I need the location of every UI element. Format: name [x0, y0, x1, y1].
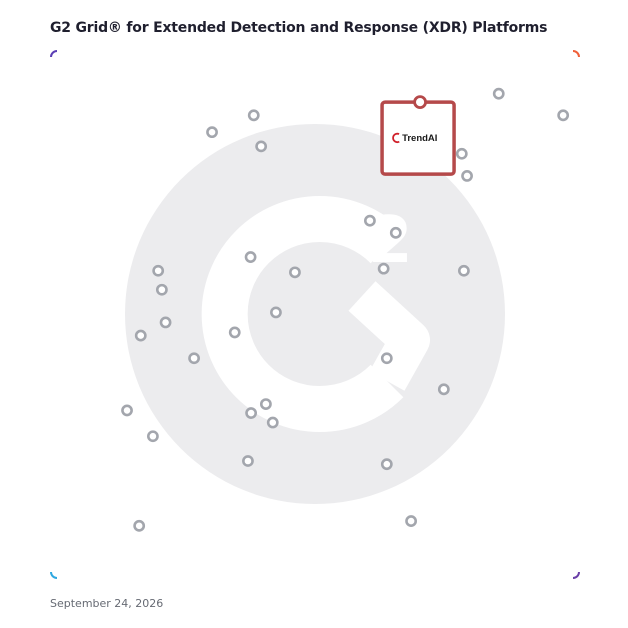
vendor-point-12[interactable] [289, 266, 301, 279]
vendor-point-28[interactable] [242, 455, 254, 467]
vendor-point-29[interactable] [380, 458, 393, 471]
vendor-point-21[interactable] [380, 352, 393, 365]
vendor-point-3[interactable] [255, 140, 268, 153]
vendor-point-24[interactable] [121, 404, 133, 417]
vendor-point-17[interactable] [159, 316, 172, 329]
vendor-point-19[interactable] [134, 329, 147, 342]
report-date: September 24, 2026 [50, 597, 164, 610]
vendor-point-13[interactable] [377, 262, 390, 275]
vendor-point-4[interactable] [492, 87, 505, 100]
vendor-point-15[interactable] [155, 283, 168, 296]
vendor-point-1[interactable] [206, 126, 218, 139]
vendor-point-30[interactable] [405, 515, 417, 527]
vendor-point-25[interactable] [245, 407, 258, 419]
vendor-point-22[interactable] [437, 383, 450, 396]
vendor-point-20[interactable] [188, 352, 200, 365]
trendai-logo-icon [392, 132, 400, 143]
vendor-point-9[interactable] [389, 226, 402, 239]
vendor-point-27[interactable] [147, 430, 159, 443]
vendor-point-8[interactable] [364, 214, 376, 227]
svg-text:2: 2 [368, 204, 413, 278]
vendor-point-23[interactable] [259, 398, 272, 410]
vendor-point-26[interactable] [266, 416, 279, 429]
vendor-point-5[interactable] [557, 109, 570, 122]
vendor-point-2[interactable] [247, 109, 260, 122]
page-title: G2 Grid® for Extended Detection and Resp… [50, 20, 548, 36]
vendor-point-6[interactable] [455, 147, 468, 160]
vendor-point-11[interactable] [152, 264, 165, 277]
vendor-point-16[interactable] [270, 306, 282, 319]
vendor-point-7[interactable] [461, 169, 473, 182]
vendor-point-18[interactable] [228, 326, 241, 339]
vendor-point-31[interactable] [133, 519, 146, 532]
highlighted-vendor-point[interactable] [413, 95, 427, 110]
vendor-point-14[interactable] [457, 264, 470, 277]
vendor-point-10[interactable] [244, 251, 257, 263]
highlighted-vendor-label: TrendAI [402, 133, 437, 144]
